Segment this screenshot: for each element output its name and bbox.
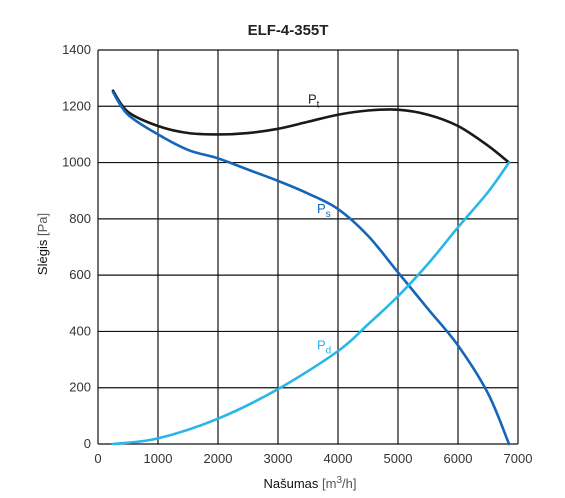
series-line-ps: [111, 90, 511, 446]
x-axis-label: Našumas [m3/h]: [263, 475, 356, 491]
y-tick-label: 600: [69, 267, 91, 282]
x-axis-ticks: 0 1000 2000 3000 4000 5000 6000 7000: [94, 451, 532, 466]
y-tick-label: 200: [69, 380, 91, 395]
x-tick-label: 6000: [444, 451, 473, 466]
x-axis-label-unit-close: /h]: [342, 476, 356, 491]
x-tick-label: 2000: [204, 451, 233, 466]
series-label-ps: Ps: [317, 201, 331, 220]
series-label-pd: Pd: [317, 338, 331, 357]
y-tick-label: 1000: [62, 155, 91, 170]
y-tick-label: 0: [84, 436, 91, 451]
x-tick-label: 7000: [504, 451, 533, 466]
y-tick-label: 400: [69, 323, 91, 338]
x-axis-label-unit-open: [m: [322, 476, 336, 491]
series-line-pt: [111, 89, 511, 164]
chart-series: [111, 89, 511, 446]
x-tick-label: 3000: [264, 451, 293, 466]
y-axis-label-unit: [Pa]: [35, 213, 50, 236]
x-axis-label-unit-exp: 3: [336, 475, 342, 486]
y-tick-label: 1400: [62, 42, 91, 57]
chart-title: ELF-4-355T: [248, 22, 329, 39]
series-line-pd: [111, 161, 511, 446]
x-tick-label: 0: [94, 451, 101, 466]
series-labels: Pt Ps Pd: [308, 91, 331, 356]
x-tick-label: 4000: [324, 451, 353, 466]
x-axis-label-main: Našumas: [263, 476, 318, 491]
y-tick-label: 800: [69, 211, 91, 226]
x-tick-label: 5000: [384, 451, 413, 466]
y-tick-label: 1200: [62, 98, 91, 113]
chart-grid: [97, 49, 519, 445]
y-axis-ticks: 0 200 400 600 800 1000 1200 1400: [62, 42, 91, 451]
series-label-pt: Pt: [308, 91, 320, 110]
y-axis-label: Slėgis [Pa]: [35, 213, 50, 275]
x-tick-label: 1000: [144, 451, 173, 466]
y-axis-label-main: Slėgis: [35, 239, 50, 275]
